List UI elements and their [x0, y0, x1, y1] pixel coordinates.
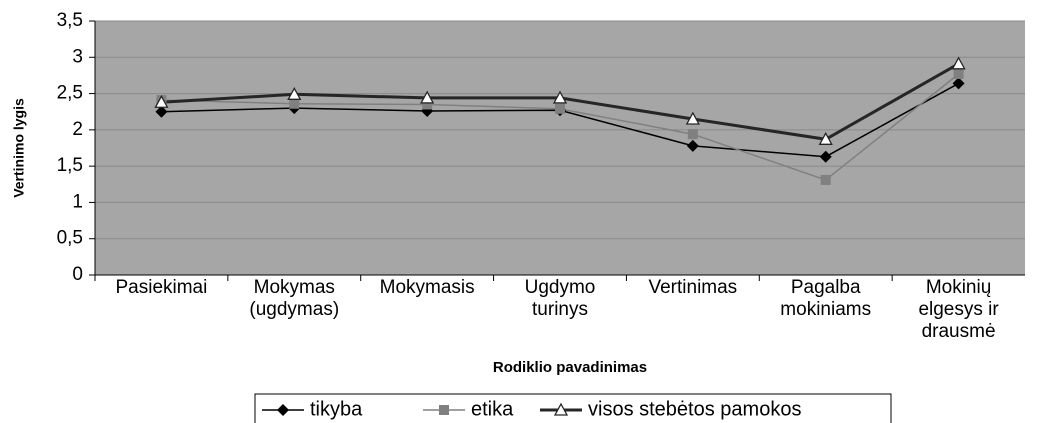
marker: [685, 111, 700, 125]
y-tick-label: 0: [72, 264, 83, 285]
plot-area: [95, 21, 1025, 275]
x-tick-label: Mokymas (ugdymas): [249, 277, 340, 320]
y-tick-label: 1,5: [57, 155, 83, 176]
x-tick-label: Pagalba mokiniams: [780, 277, 872, 320]
marker: [953, 68, 964, 79]
x-tick-label: Mokymasis: [379, 277, 475, 298]
x-tick-label: Pasiekimai: [115, 277, 208, 298]
marker: [154, 94, 169, 108]
x-tick-label: Vertinimas: [648, 277, 738, 298]
x-tick-label: Ugdymo turinys: [524, 277, 596, 320]
marker: [289, 98, 300, 109]
y-tick-label: 0,5: [57, 228, 83, 249]
marker: [951, 56, 966, 70]
marker: [686, 139, 699, 152]
legend-label: visos stebėtos pamokos: [588, 398, 801, 420]
marker: [952, 77, 965, 90]
marker: [820, 174, 831, 185]
y-tick-label: 2,5: [57, 83, 83, 104]
marker: [439, 405, 449, 415]
marker: [818, 131, 833, 145]
legend-label: tikyba: [310, 398, 363, 420]
marker: [552, 90, 568, 104]
y-tick-label: 2: [72, 119, 83, 140]
marker: [420, 90, 435, 104]
marker: [819, 150, 832, 163]
marker: [687, 129, 698, 140]
marker: [422, 99, 433, 110]
y-tick-label: 3,5: [57, 10, 83, 31]
x-axis-label: Rodiklio pavadinimas: [493, 359, 647, 376]
marker: [553, 402, 569, 416]
marker: [277, 404, 289, 416]
marker: [555, 103, 565, 114]
legend-label: etika: [471, 398, 514, 420]
marker: [155, 105, 168, 118]
x-tick-label: Mokinių elgesys ir drausmė: [918, 277, 999, 342]
y-tick-label: 1: [72, 191, 83, 212]
y-axis-label: Vertinimo lygis: [11, 98, 27, 198]
y-tick-label: 3: [72, 46, 83, 67]
marker: [287, 86, 302, 100]
